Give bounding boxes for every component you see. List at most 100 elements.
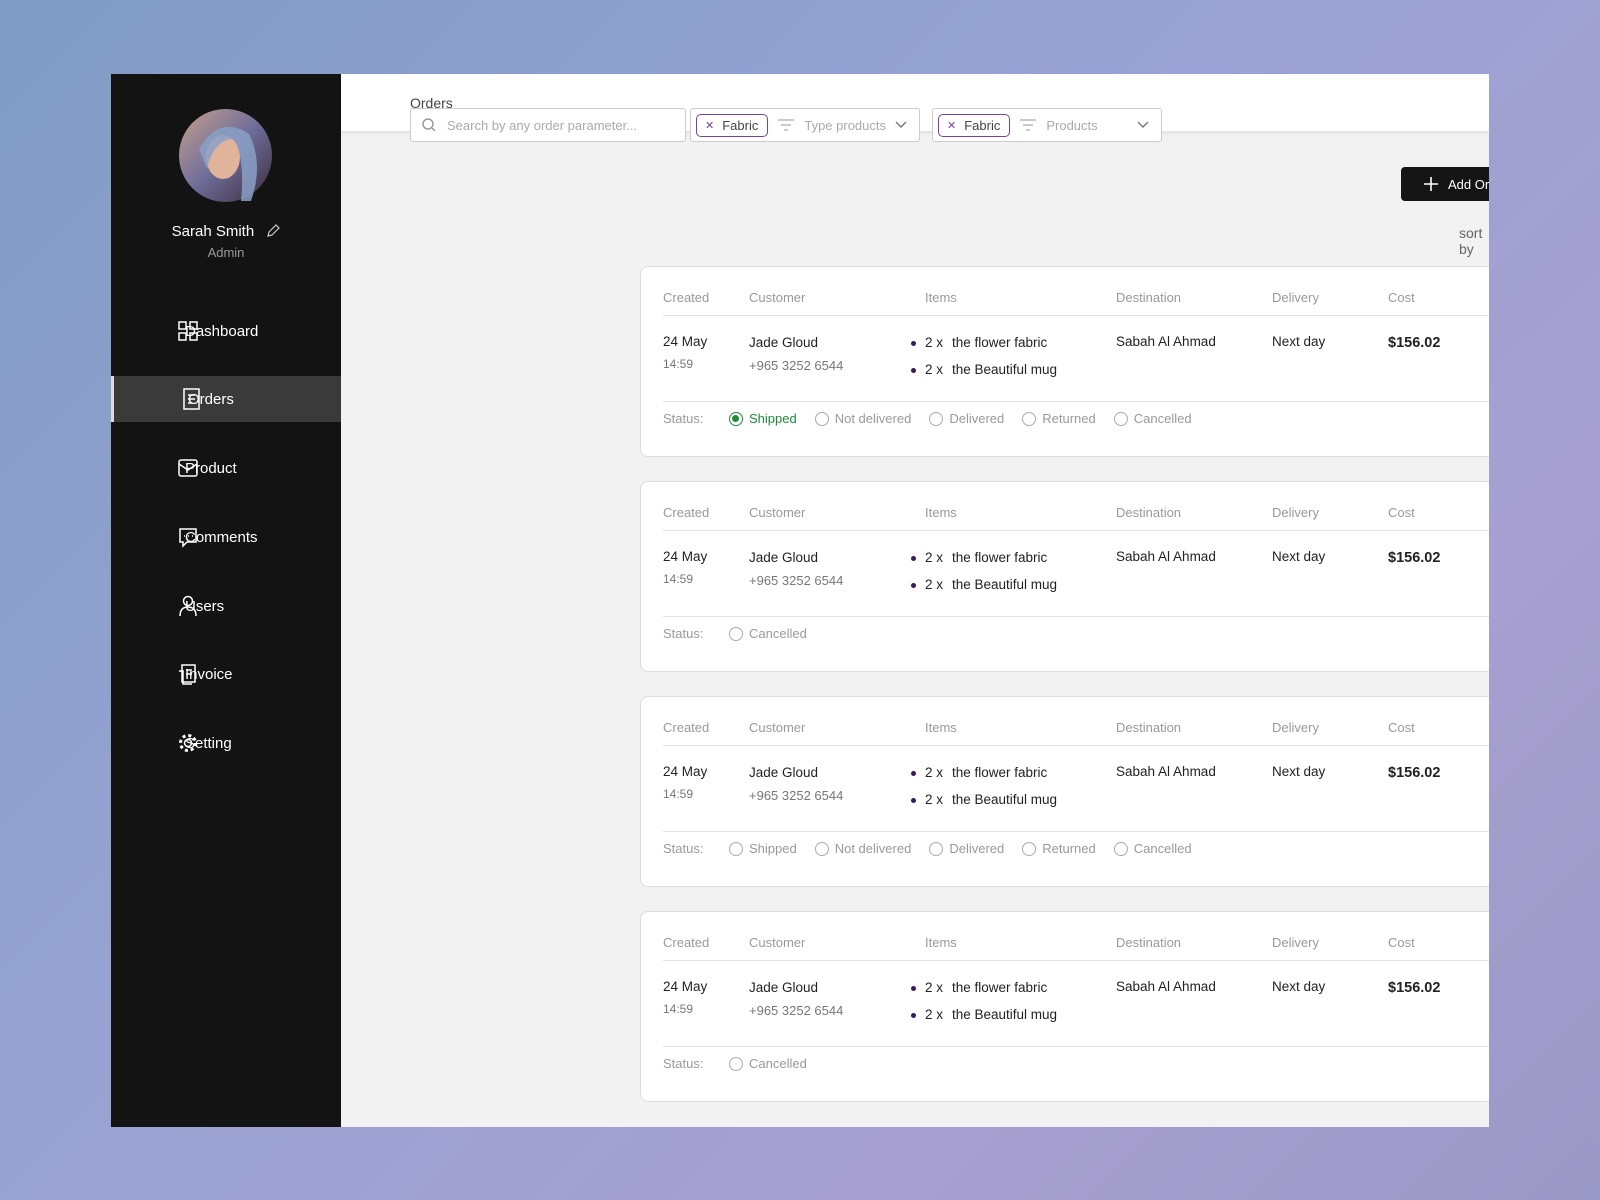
radio-button[interactable] [929,411,944,426]
column-header: Delivery [1272,505,1319,520]
sidebar: Sarah Smith Admin Dashboard Orders Product… [111,74,341,1127]
item-name: the flower fabric [952,980,1048,995]
radio-button[interactable] [1113,841,1128,856]
status-option[interactable]: Cancelled [729,1056,807,1071]
status-options: Cancelled [729,1056,807,1071]
radio-button[interactable] [1113,411,1128,426]
filter[interactable]: ✕ Fabric Type products [690,108,920,142]
bullet [911,986,916,991]
item-name: the flower fabric [952,765,1048,780]
destination: Sabah Al Ahmad [1116,549,1216,564]
radio-button[interactable] [729,411,743,426]
phone: +965 3252 6544 [749,788,844,803]
divider [663,616,1489,617]
column-header: Cost [1388,720,1415,735]
time: 14:59 [663,787,694,801]
status-option[interactable]: Cancelled [1113,841,1192,856]
status-text: Not delivered [834,841,912,856]
chip-remove[interactable]: ✕ [947,119,957,132]
column-header: Delivery [1272,720,1319,735]
date: 24 May [663,334,708,349]
item-qty: 2 x [925,550,944,565]
time: 14:59 [663,572,694,586]
status-option[interactable]: Returned [1022,411,1096,426]
status-option[interactable]: Cancelled [1113,411,1192,426]
search[interactable]: Search by any order parameter... [410,108,686,142]
radio-button[interactable] [729,626,743,641]
nav-item[interactable]: Setting [111,720,341,766]
nav-item[interactable]: Comments [111,514,341,560]
column-header: Destination [1116,935,1182,950]
add-order-button[interactable]: Add Order [1401,167,1489,201]
chip-remove[interactable]: ✕ [705,119,715,132]
order-card: Created Customer Items Destination Delivery C… [640,481,1489,672]
plus-icon [1424,177,1438,191]
nav-item[interactable]: Product [111,445,341,491]
column-header: Created [663,720,710,735]
destination: Sabah Al Ahmad [1116,334,1216,349]
status-options: Shipped Not delivered Delivered Returned Can… [729,411,1192,426]
radio-button[interactable] [1022,841,1037,856]
status-option[interactable]: Shipped [729,841,797,856]
icon [179,734,197,752]
column-header: Created [663,290,710,305]
nav-item[interactable]: Users [111,583,341,629]
item-name: the flower fabric [952,335,1048,350]
radio-button[interactable] [814,411,829,426]
filter-icon [1020,119,1037,131]
radio-button[interactable] [729,1056,743,1071]
bullet [911,771,916,776]
radio-button[interactable] [1022,411,1037,426]
status-option[interactable]: Delivered [929,841,1004,856]
edit-icon[interactable] [266,224,281,238]
nav-item[interactable]: Orders [111,376,341,422]
order-card: Created Customer Items Destination Delivery C… [640,911,1489,1102]
search-placeholder: Search by any order parameter... [447,117,638,133]
status-text: Cancelled [749,626,807,641]
order-card: Created Customer Items Destination Delivery C… [640,266,1489,457]
filter-chip[interactable]: ✕ Fabric [696,113,769,137]
sort[interactable]: sort by [1459,225,1489,257]
nav-label: Product [185,459,237,477]
item-qty: 2 x [925,362,944,377]
column-header: Delivery [1272,290,1319,305]
cost: $156.02 [1388,765,1441,781]
filter-chip[interactable]: ✕ Fabric [938,113,1011,137]
filter[interactable]: ✕ Fabric Products [932,108,1162,142]
time: 14:59 [663,357,694,371]
customer: Jade Gloud [749,765,819,780]
divider [663,401,1489,402]
radio-button[interactable] [814,841,829,856]
status-option[interactable]: Not delivered [814,411,911,426]
column-header: Created [663,935,710,950]
nav-label: Setting [185,734,232,752]
item-name: the Beautiful mug [952,792,1058,807]
header-title: Orders [410,95,453,111]
status-option[interactable]: Cancelled [729,626,807,641]
column-header: Destination [1116,290,1182,305]
bullet [911,798,916,803]
user-name: Sarah Smith [111,223,341,240]
item-name: the Beautiful mug [952,362,1058,377]
radio-button[interactable] [729,841,743,856]
phone: +965 3252 6544 [749,1003,844,1018]
status-text: Returned [1042,411,1096,426]
status-option[interactable]: Delivered [929,411,1004,426]
nav-item[interactable]: Dashboard [111,308,341,354]
radio-button[interactable] [929,841,944,856]
status-option[interactable]: Returned [1022,841,1096,856]
divider [663,745,1489,746]
status-option[interactable]: Not delivered [814,841,912,856]
status-option[interactable]: Shipped [729,411,797,426]
date: 24 May [663,764,708,779]
user-role: Admin [207,245,245,260]
delivery: Next day [1272,549,1326,564]
status-text: Cancelled [749,1056,807,1071]
chevron [1137,121,1149,129]
icon [179,664,196,685]
divider [663,831,1489,832]
bullet [911,556,916,561]
status-label: Status: [663,841,704,856]
item-name: the Beautiful mug [952,1007,1058,1022]
nav-item[interactable]: Invoice [111,651,341,697]
